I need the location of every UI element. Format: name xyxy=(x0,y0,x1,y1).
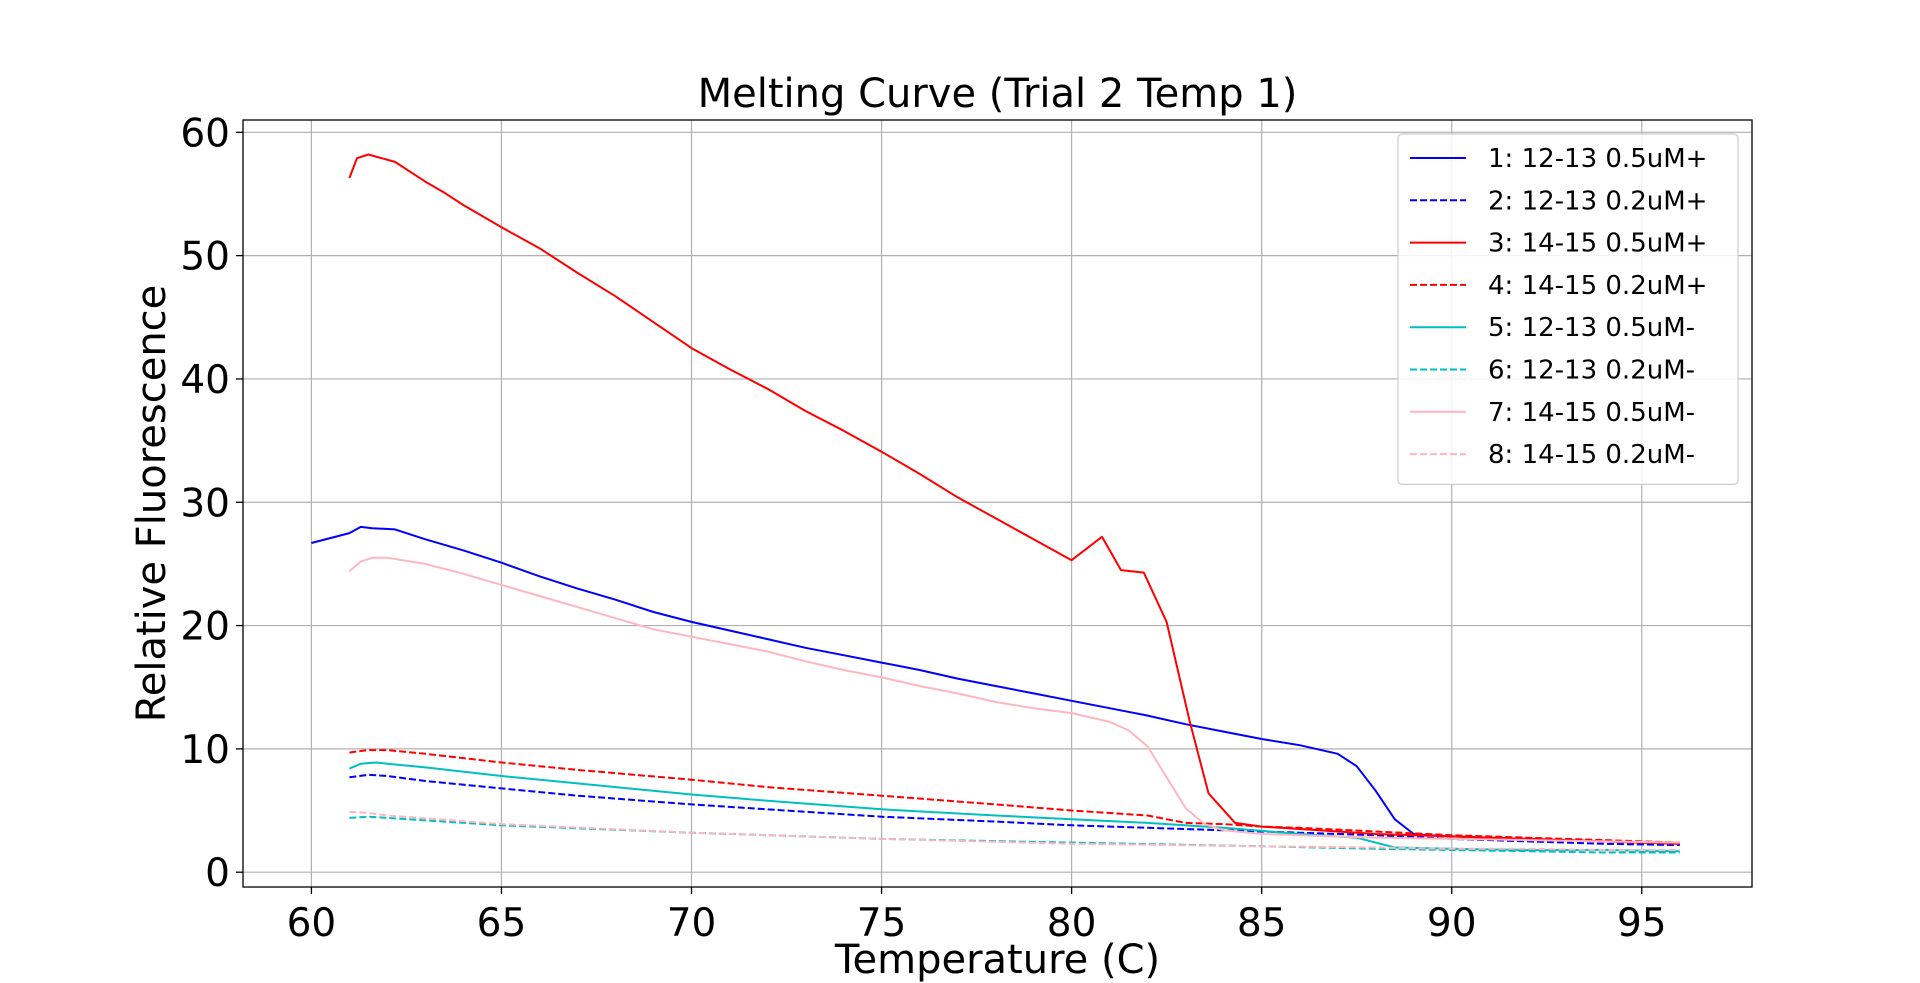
legend-label-2: 2: 12-13 0.2uM+ xyxy=(1488,186,1707,216)
series-line-8 xyxy=(349,810,1680,851)
x-tick-label: 75 xyxy=(857,901,907,946)
plot-frame xyxy=(242,119,1753,888)
y-tick-label: 20 xyxy=(180,605,230,650)
legend-box xyxy=(1397,133,1739,485)
chart-title: Melting Curve (Trial 2 Temp 1) xyxy=(698,71,1298,117)
x-tick-label: 95 xyxy=(1617,901,1667,946)
series-line-2 xyxy=(349,773,1680,847)
x-tick-label: 60 xyxy=(287,901,337,946)
series-line-3 xyxy=(348,153,1680,845)
y-tick-label: 0 xyxy=(205,851,230,896)
y-tick-label: 30 xyxy=(180,481,230,526)
y-tick-label: 60 xyxy=(180,111,230,156)
legend-label-7: 7: 14-15 0.5uM- xyxy=(1488,398,1695,428)
series-line-7 xyxy=(348,556,1680,844)
y-tick-label: 10 xyxy=(180,728,230,773)
series-line-1 xyxy=(311,525,1680,845)
x-tick-label: 70 xyxy=(667,901,717,946)
x-tick-label: 65 xyxy=(477,901,527,946)
legend-label-8: 8: 14-15 0.2uM- xyxy=(1488,440,1695,470)
legend-label-5: 5: 12-13 0.5uM- xyxy=(1488,313,1695,343)
x-tick-label: 90 xyxy=(1427,901,1477,946)
legend-items: 1: 12-13 0.5uM+ 2: 12-13 0.2uM+ 3: 14-15 0… xyxy=(1410,144,1707,470)
y-tick-label: 40 xyxy=(180,358,230,403)
legend-label-3: 3: 14-15 0.5uM+ xyxy=(1488,229,1707,259)
x-tick-label: 85 xyxy=(1237,901,1287,946)
x-tick-label: 80 xyxy=(1047,901,1097,946)
legend-label-1: 1: 12-13 0.5uM+ xyxy=(1488,144,1707,174)
series-line-6 xyxy=(349,815,1680,854)
legend-label-6: 6: 12-13 0.2uM- xyxy=(1488,356,1695,386)
y-axis-label: Relative Fluorescence xyxy=(129,285,175,723)
legend-label-4: 4: 14-15 0.2uM+ xyxy=(1488,271,1707,301)
x-axis-label: Temperature (C) xyxy=(834,937,1160,983)
plot-series xyxy=(311,153,1680,854)
axis-ticks: 60 65 70 75 80 85 90 95 0 10 20 30 40 50 60 xyxy=(180,111,1666,946)
series-line-4 xyxy=(349,749,1680,844)
legend: 1: 12-13 0.5uM+ 2: 12-13 0.2uM+ 3: 14-15 0… xyxy=(1397,133,1739,485)
y-tick-label: 50 xyxy=(180,235,230,280)
